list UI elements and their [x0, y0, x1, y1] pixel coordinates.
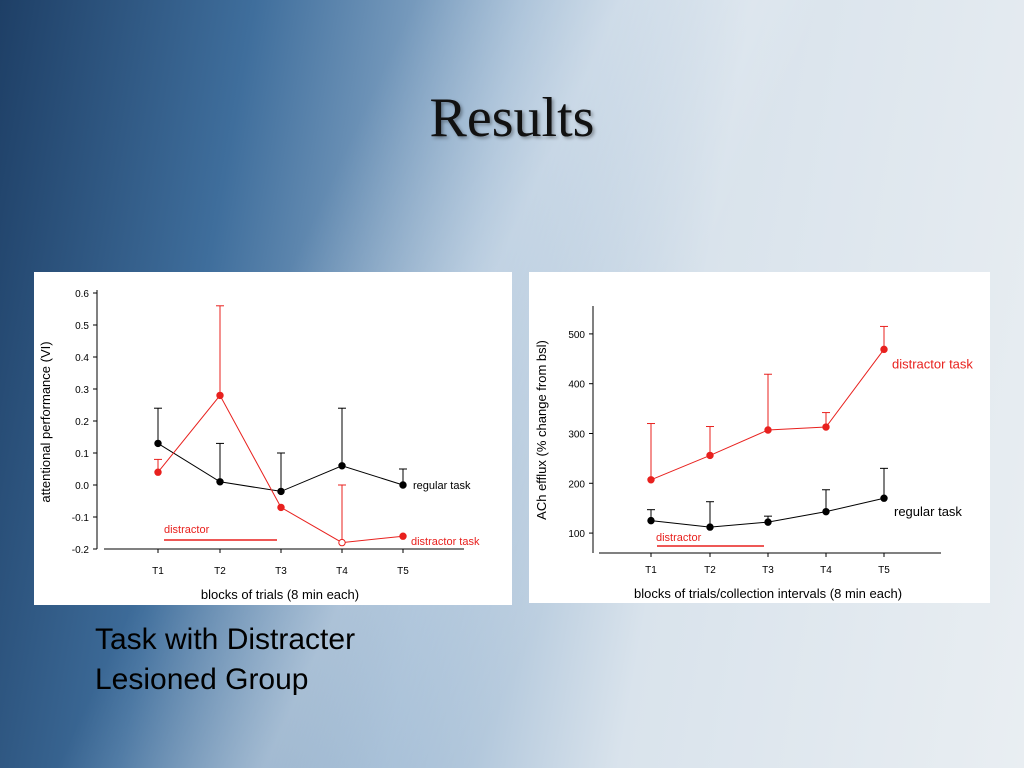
data-point [822, 423, 830, 431]
data-point [706, 451, 714, 460]
x-axis-label: blocks of trials/collection intervals (8… [634, 586, 902, 601]
data-point [338, 538, 346, 547]
data-point [216, 478, 224, 486]
data-point [880, 345, 888, 354]
data-point [764, 426, 772, 434]
y-tick-label: 500 [568, 330, 585, 341]
x-tick-label: T3 [762, 565, 774, 576]
ach-efflux-chart: 100 200 300 400 500 T1 T2 T3 T4 T5 blocks of trial… [534, 306, 973, 601]
chart-panel-ach: 100 200 300 400 500 T1 T2 T3 T4 T5 blocks of trial… [529, 272, 990, 603]
attention-chart: -0.2 -0.1 0.0 0.1 0.2 0.3 0.4 0.5 0.6 T1 T2 T3 T4 T5 b… [38, 289, 480, 602]
data-point [277, 487, 285, 496]
y-axis-label: ACh efflux (% change from bsl) [534, 340, 549, 520]
caption-line-1: Task with Distracter [95, 623, 356, 656]
data-point [338, 462, 346, 470]
x-tick-label: T2 [704, 565, 716, 576]
series-label: distractor task [892, 356, 973, 371]
x-tick-label: T3 [275, 566, 287, 577]
y-tick-label: 0.1 [75, 449, 89, 460]
caption-line-2: Lesioned Group [95, 663, 309, 696]
distractor-label: distractor [656, 532, 702, 544]
data-point [764, 518, 772, 526]
x-tick-label: T5 [878, 565, 890, 576]
distractor-label: distractor [164, 524, 210, 536]
y-tick-label: 0.2 [75, 417, 89, 428]
series-label: regular task [894, 504, 962, 519]
data-point [399, 481, 407, 489]
x-tick-label: T1 [152, 566, 164, 577]
y-tick-label: 0.5 [75, 321, 89, 332]
data-point [277, 503, 285, 512]
y-tick-label: -0.2 [72, 545, 90, 556]
data-point [399, 532, 407, 540]
data-point [822, 507, 830, 516]
y-axis-label: attentional performance (VI) [38, 341, 53, 502]
data-point [216, 391, 224, 400]
x-axis-label: blocks of trials (8 min each) [201, 587, 359, 602]
slide-caption: Task with Distracter Lesioned Group [95, 620, 355, 700]
series-label: distractor task [411, 536, 480, 548]
x-tick-label: T2 [214, 566, 226, 577]
y-tick-label: 0.4 [75, 353, 89, 364]
y-tick-label: 0.0 [75, 481, 89, 492]
y-tick-label: -0.1 [72, 513, 90, 524]
chart-panel-attention: -0.2 -0.1 0.0 0.1 0.2 0.3 0.4 0.5 0.6 T1 T2 T3 T4 T5 b… [34, 272, 512, 605]
y-tick-label: 400 [568, 380, 585, 391]
data-point [647, 476, 655, 484]
series-label: regular task [413, 480, 471, 492]
data-point [154, 439, 162, 448]
y-tick-label: 0.6 [75, 289, 89, 300]
y-tick-label: 300 [568, 429, 585, 440]
data-point [647, 516, 655, 525]
y-tick-label: 200 [568, 479, 585, 490]
data-point [880, 494, 888, 502]
slide-title: Results [429, 87, 595, 149]
y-tick-label: 0.3 [75, 385, 89, 396]
data-point [706, 523, 714, 531]
data-point [154, 468, 162, 476]
x-tick-label: T4 [820, 565, 832, 576]
x-tick-label: T5 [397, 566, 409, 577]
y-tick-label: 100 [568, 529, 585, 540]
x-tick-label: T1 [645, 565, 657, 576]
x-tick-label: T4 [336, 566, 348, 577]
